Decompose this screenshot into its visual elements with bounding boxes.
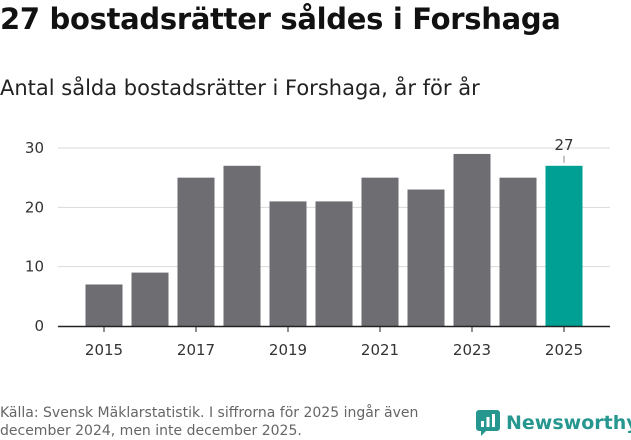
y-tick-label: 30: [25, 139, 44, 157]
x-tick-label: 2019: [269, 341, 307, 359]
brand[interactable]: Newsworthy: [476, 408, 631, 438]
bars: [85, 153, 583, 326]
x-tick-label: 2023: [453, 341, 491, 359]
bar-2025: [545, 165, 583, 326]
bar-2017: [177, 177, 215, 326]
source-note: Källa: Svensk Mäklarstatistik. I siffror…: [0, 405, 419, 439]
bar-2022: [407, 189, 445, 326]
chart-subtitle: Antal sålda bostadsrätter i Forshaga, år…: [0, 76, 480, 100]
bar-2015: [85, 284, 123, 326]
bar-2023: [453, 153, 491, 326]
bar-2020: [315, 201, 353, 326]
brand-name: Newsworthy: [506, 412, 631, 434]
x-tick-label: 2015: [85, 341, 123, 359]
bar-2018: [223, 165, 261, 326]
bar-2021: [361, 177, 399, 326]
labels: 0 10 20 30 2015 2017 2019 2021 2023 2025 27: [25, 136, 583, 359]
bar-2024: [499, 177, 537, 326]
axes: [58, 325, 610, 332]
chart-title: 27 bostadsrätter såldes i Forshaga: [0, 2, 561, 36]
x-tick-label: 2025: [545, 341, 583, 359]
x-tick-label: 2021: [361, 341, 399, 359]
bar-chart: 0 10 20 30 2015 2017 2019 2021 2023 2025 27: [25, 136, 610, 359]
newsworthy-logo-icon: [476, 410, 500, 436]
x-tick-label: 2017: [177, 341, 215, 359]
y-tick-label: 0: [34, 317, 44, 335]
bar-2016: [131, 272, 169, 326]
y-tick-label: 20: [25, 198, 44, 216]
y-tick-label: 10: [25, 258, 44, 276]
bar-2019: [269, 201, 307, 326]
data-label-2025: 27: [554, 136, 573, 154]
